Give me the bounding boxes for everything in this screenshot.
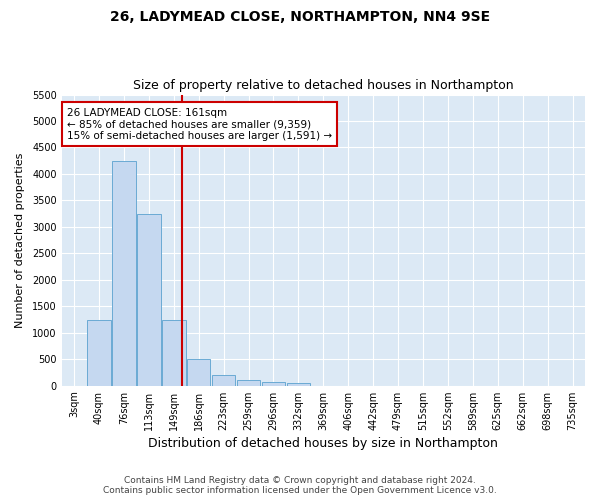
Bar <box>236 380 260 386</box>
Text: 26, LADYMEAD CLOSE, NORTHAMPTON, NN4 9SE: 26, LADYMEAD CLOSE, NORTHAMPTON, NN4 9SE <box>110 10 490 24</box>
Text: Contains HM Land Registry data © Crown copyright and database right 2024.
Contai: Contains HM Land Registry data © Crown c… <box>103 476 497 495</box>
Bar <box>137 214 161 386</box>
Y-axis label: Number of detached properties: Number of detached properties <box>15 152 25 328</box>
Bar <box>287 383 310 386</box>
Bar <box>212 375 235 386</box>
Bar <box>112 160 136 386</box>
Text: 26 LADYMEAD CLOSE: 161sqm
← 85% of detached houses are smaller (9,359)
15% of se: 26 LADYMEAD CLOSE: 161sqm ← 85% of detac… <box>67 108 332 141</box>
X-axis label: Distribution of detached houses by size in Northampton: Distribution of detached houses by size … <box>148 437 498 450</box>
Bar <box>87 320 111 386</box>
Bar <box>162 320 185 386</box>
Bar <box>262 382 285 386</box>
Title: Size of property relative to detached houses in Northampton: Size of property relative to detached ho… <box>133 79 514 92</box>
Bar <box>187 359 211 386</box>
